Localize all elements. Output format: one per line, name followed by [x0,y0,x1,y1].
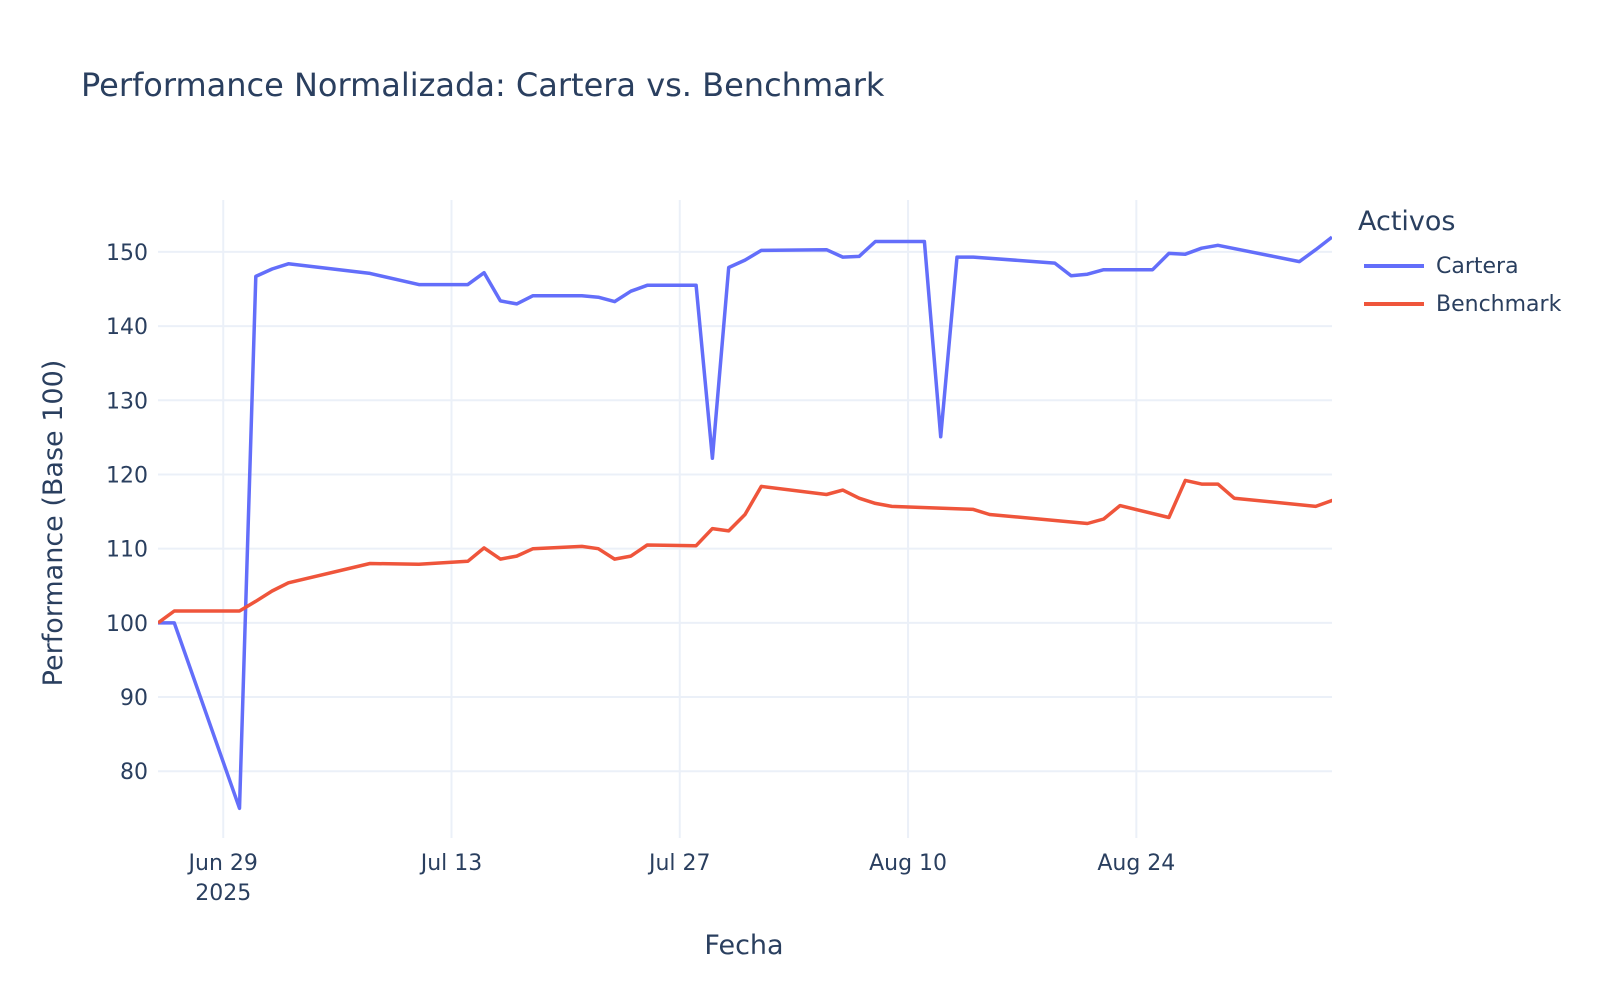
x-tick-label: Aug 10 [869,851,947,876]
x-tick-sublabel: 2025 [195,881,251,906]
x-tick-label: Aug 24 [1097,851,1175,876]
x-tick-label: Jul 27 [647,851,711,876]
legend-items: Cartera Benchmark [1358,247,1561,323]
x-axis-title: Fecha [704,930,783,961]
y-tick-label: 150 [106,241,148,266]
legend: Activos Cartera Benchmark [1358,206,1561,323]
y-tick-label: 90 [120,686,148,711]
y-tick-label: 100 [106,612,148,637]
legend-swatch [1364,264,1424,268]
y-axis-title: Performance (Base 100) [38,360,69,687]
y-tick-label: 120 [106,463,148,488]
legend-item-cartera[interactable]: Cartera [1358,247,1561,285]
y-axis-ticks: 80 90 100 110 120 130 140 150 [106,241,148,785]
series-line-benchmark [158,478,1332,625]
legend-label: Benchmark [1436,291,1562,317]
chart-title: Performance Normalizada: Cartera vs. Ben… [81,66,885,104]
legend-label: Cartera [1436,253,1519,279]
legend-item-benchmark[interactable]: Benchmark [1358,285,1561,323]
series-line-cartera [158,235,1332,811]
legend-swatch [1364,302,1424,306]
y-tick-label: 110 [106,538,148,563]
legend-title: Activos [1358,206,1456,237]
x-tick-label: Jul 13 [419,851,483,876]
grid-lines [158,200,1332,838]
x-axis-ticks: Jun 29 2025 Jul 13 Jul 27 Aug 10 Aug 24 [187,851,1176,906]
series-lines [158,235,1332,811]
x-tick-label: Jun 29 [187,851,258,876]
y-tick-label: 130 [106,389,148,414]
y-tick-label: 80 [120,760,148,785]
y-tick-label: 140 [106,315,148,340]
